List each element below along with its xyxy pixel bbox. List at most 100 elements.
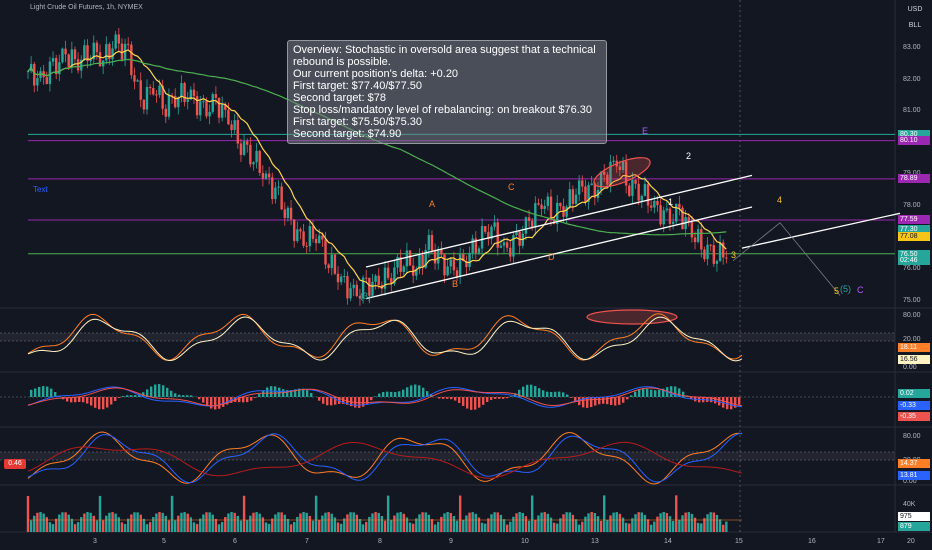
candle-body bbox=[696, 229, 700, 243]
candle-body bbox=[39, 71, 42, 79]
macd-histogram-bar bbox=[374, 396, 377, 397]
macd-histogram-bar bbox=[94, 397, 97, 408]
volume-bar bbox=[336, 522, 340, 532]
candle-body bbox=[590, 183, 593, 186]
stoch-value-tag: 16.56 bbox=[898, 354, 930, 364]
macd-histogram-bar bbox=[330, 397, 333, 406]
macd-histogram-bar bbox=[622, 397, 625, 403]
candle-body bbox=[111, 48, 114, 60]
text-label[interactable]: Text bbox=[33, 185, 48, 194]
candle-body bbox=[283, 209, 286, 218]
candle-body bbox=[405, 250, 409, 267]
volume-tick-label: 40K bbox=[903, 501, 916, 508]
candle-body bbox=[311, 226, 315, 239]
candle-body bbox=[280, 186, 283, 210]
candle-body bbox=[98, 52, 102, 67]
volume-bar bbox=[440, 516, 443, 532]
volume-bar bbox=[258, 513, 261, 532]
candle-body bbox=[509, 247, 512, 257]
candle-body bbox=[599, 171, 603, 190]
macd-histogram-bar bbox=[442, 397, 445, 399]
volume-bar bbox=[108, 512, 111, 532]
candle-body bbox=[480, 226, 484, 249]
candle-body bbox=[361, 277, 365, 299]
candle-body bbox=[390, 278, 393, 284]
volume-bar bbox=[36, 512, 39, 532]
volume-bar bbox=[703, 518, 706, 532]
volume-bar bbox=[587, 513, 590, 532]
annotation-line: Our current position's delta: +0.20 bbox=[293, 68, 459, 80]
macd-histogram-bar bbox=[534, 386, 537, 397]
macd-histogram-bar bbox=[66, 397, 69, 402]
candle-body bbox=[693, 237, 697, 243]
candle-body bbox=[95, 42, 99, 53]
volume-bar bbox=[606, 519, 609, 532]
volume-bar bbox=[618, 513, 622, 532]
volume-bar bbox=[675, 495, 678, 532]
macd-histogram-bar bbox=[258, 394, 261, 397]
macd-histogram-bar bbox=[554, 391, 557, 397]
volume-bar bbox=[314, 495, 318, 532]
macd-histogram-bar bbox=[546, 391, 549, 397]
volume-bar bbox=[477, 517, 481, 532]
time-tick-label: 15 bbox=[735, 538, 743, 545]
volume-bar bbox=[471, 512, 474, 532]
volume-bar bbox=[458, 495, 462, 532]
candle-body bbox=[51, 58, 55, 62]
volume-bar bbox=[173, 520, 177, 532]
macd-histogram-bar bbox=[506, 397, 509, 399]
volume-bar bbox=[509, 521, 512, 532]
candle-body bbox=[371, 281, 374, 296]
volume-bar bbox=[177, 515, 180, 532]
volume-bar bbox=[42, 513, 45, 532]
macd-histogram-bar bbox=[634, 391, 637, 397]
candle-body bbox=[180, 83, 183, 98]
macd-histogram-bar bbox=[182, 395, 185, 397]
macd-histogram-bar bbox=[278, 387, 281, 397]
candle-body bbox=[546, 196, 550, 206]
volume-bar bbox=[462, 520, 465, 532]
volume-bar bbox=[443, 513, 446, 532]
volume-bar bbox=[446, 512, 449, 532]
volume-bar bbox=[54, 518, 58, 532]
unit-label[interactable]: BLL bbox=[908, 22, 922, 29]
candle-body bbox=[89, 59, 92, 62]
candle-body bbox=[261, 172, 265, 179]
volume-bar bbox=[687, 512, 690, 532]
candle-body bbox=[292, 219, 296, 241]
candle-body bbox=[700, 229, 703, 250]
volume-bar bbox=[480, 522, 484, 532]
volume-value-tag: 879 bbox=[898, 521, 930, 531]
currency-label[interactable]: USD bbox=[907, 6, 923, 13]
volume-bar bbox=[487, 518, 490, 532]
volume-bar bbox=[205, 512, 208, 532]
analysis-annotation[interactable]: Overview: Stochastic in oversold area su… bbox=[287, 40, 607, 144]
macd-histogram-bar bbox=[162, 385, 165, 397]
volume-bar bbox=[330, 513, 333, 532]
candle-body bbox=[468, 252, 471, 268]
rsi-value-tag: 14.37 bbox=[898, 458, 930, 468]
macd-histogram-bar bbox=[130, 395, 133, 397]
candle-body bbox=[76, 59, 80, 71]
volume-bar bbox=[512, 516, 515, 532]
macd-histogram-bar bbox=[250, 397, 253, 401]
volume-bar bbox=[308, 515, 312, 532]
volume-bar bbox=[603, 495, 606, 532]
candle-body bbox=[421, 254, 424, 268]
macd-histogram-bar bbox=[518, 389, 521, 397]
candle-body bbox=[217, 97, 221, 118]
candle-body bbox=[286, 207, 290, 218]
volume-bar bbox=[709, 512, 712, 532]
volume-bar bbox=[596, 516, 600, 532]
price-tick-label: 78.00 bbox=[903, 202, 921, 209]
macd-histogram-bar bbox=[586, 397, 589, 408]
candle-body bbox=[142, 99, 146, 110]
volume-bar bbox=[499, 514, 503, 532]
candle-body bbox=[167, 95, 171, 117]
projection-line bbox=[741, 212, 901, 249]
candle-body bbox=[621, 161, 625, 170]
macd-histogram-bar bbox=[514, 393, 517, 397]
volume-bar bbox=[214, 518, 218, 532]
volume-value-tag: 975 bbox=[898, 511, 930, 521]
